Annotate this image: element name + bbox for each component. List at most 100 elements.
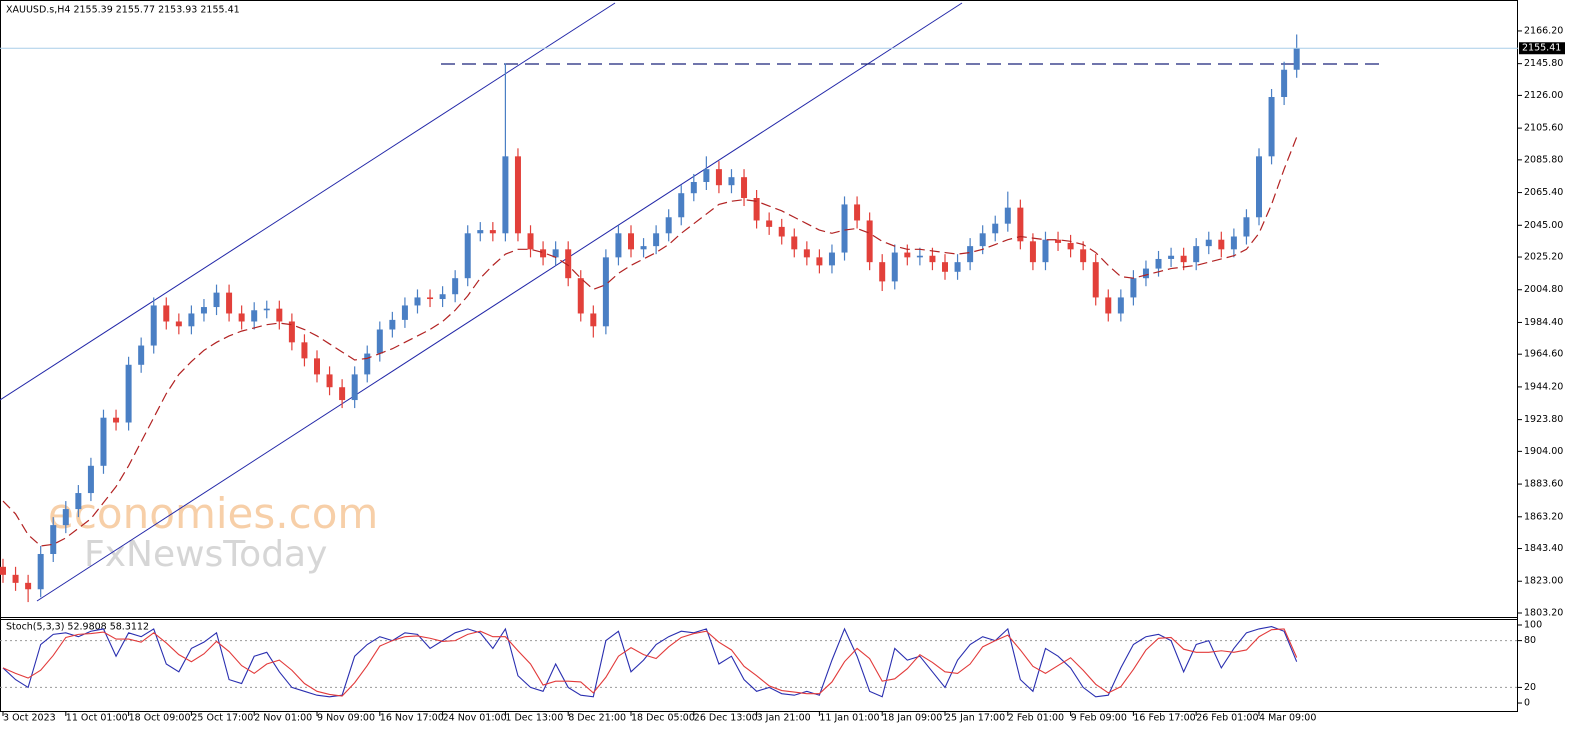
candle-body xyxy=(364,353,371,375)
candle-body xyxy=(263,308,270,311)
candle-body xyxy=(138,345,145,365)
y-tick-label: 1944.20 xyxy=(1524,381,1563,392)
candle-body xyxy=(1168,255,1175,259)
candle-body xyxy=(427,297,434,300)
x-tick-label: 11 Oct 01:00 xyxy=(66,713,128,724)
candle-body xyxy=(1004,207,1011,224)
candle-body xyxy=(125,364,132,423)
y-tick-label: 2065.40 xyxy=(1524,187,1563,198)
y-tick-label: 1984.40 xyxy=(1524,317,1563,328)
candle-body xyxy=(916,255,923,258)
candle-body xyxy=(1055,239,1062,243)
candle-body xyxy=(238,313,245,322)
candle-body xyxy=(615,233,622,258)
frame xyxy=(0,0,1518,712)
x-tick-label: 3 Oct 2023 xyxy=(3,713,56,724)
candle-body xyxy=(401,305,408,320)
candle-body xyxy=(628,233,634,250)
candle-body xyxy=(602,257,609,327)
candle-body xyxy=(929,255,936,263)
candle-body xyxy=(828,252,835,266)
y-tick-label: 2166.20 xyxy=(1524,25,1563,36)
candle-body xyxy=(753,198,760,221)
x-tick-label: 2 Nov 01:00 xyxy=(254,713,312,724)
y-tick-label: 2045.00 xyxy=(1524,220,1563,231)
candle-body xyxy=(703,169,710,182)
candle-body xyxy=(992,223,999,234)
candle-body xyxy=(678,193,685,218)
candle-body xyxy=(25,582,32,590)
candle-body xyxy=(200,307,207,314)
x-tick-label: 18 Oct 09:00 xyxy=(129,713,191,724)
candle-body xyxy=(351,374,358,401)
candle-body xyxy=(778,226,785,237)
candle-body xyxy=(1029,241,1036,263)
candle-body xyxy=(967,246,974,263)
y-tick-label: 1863.20 xyxy=(1524,511,1563,522)
candle-body xyxy=(489,230,496,234)
candle-body xyxy=(979,233,986,247)
candle-body xyxy=(113,417,120,423)
indicator-line xyxy=(2,628,1298,697)
chart-title: XAUUSD.s,H4 2155.39 2155.77 2153.93 2155… xyxy=(6,5,240,16)
y-tick-label: 1923.80 xyxy=(1524,414,1563,425)
candle-body xyxy=(1243,217,1250,237)
candle-body xyxy=(1117,297,1124,314)
candle-body xyxy=(741,177,748,199)
candle-body xyxy=(502,156,509,234)
candle-body xyxy=(1080,249,1087,263)
x-tick-label: 2 Feb 01:00 xyxy=(1008,713,1064,724)
x-tick-label: 9 Nov 09:00 xyxy=(317,713,375,724)
candle-body xyxy=(715,169,722,186)
candle-body xyxy=(1218,239,1225,250)
candle-body xyxy=(590,313,597,327)
candle-body xyxy=(87,465,94,494)
candle-body xyxy=(665,217,672,234)
candle-body xyxy=(1293,48,1300,70)
candle-body xyxy=(1017,207,1024,242)
candle-body xyxy=(1180,255,1187,263)
x-tick-label: 16 Nov 17:00 xyxy=(380,713,444,724)
indicator-line xyxy=(2,625,1298,698)
y-tick-label: 1823.00 xyxy=(1524,576,1563,587)
candle-body xyxy=(1092,262,1099,298)
x-tick-label: 3 Jan 21:00 xyxy=(757,713,811,724)
x-tick-label: 16 Feb 17:00 xyxy=(1133,713,1195,724)
x-tick-label: 25 Jan 17:00 xyxy=(945,713,1005,724)
candle-body xyxy=(728,177,735,186)
x-tick-label: 11 Jan 01:00 xyxy=(819,713,879,724)
y-tick-label: 100 xyxy=(1524,620,1542,631)
x-tick-label: 18 Dec 05:00 xyxy=(631,713,695,724)
candle-body xyxy=(50,525,57,554)
candle-body xyxy=(879,262,886,282)
candle-body xyxy=(1193,246,1200,263)
x-tick-label: 4 Mar 09:00 xyxy=(1259,713,1316,724)
candle-body xyxy=(942,262,948,272)
candle-body xyxy=(1256,156,1262,218)
candle-body xyxy=(1205,239,1212,247)
y-tick-label: 20 xyxy=(1524,682,1536,693)
watermark: economies.com xyxy=(48,489,378,538)
candle-body xyxy=(565,249,572,279)
x-tick-label: 26 Dec 13:00 xyxy=(694,713,758,724)
candle-body xyxy=(1230,236,1237,250)
y-tick-label: 0 xyxy=(1524,698,1530,709)
y-tick-label: 1883.60 xyxy=(1524,479,1563,490)
last-price-box xyxy=(1519,42,1565,55)
candle-body xyxy=(816,257,823,266)
candle-body xyxy=(690,181,697,194)
candle-body xyxy=(1142,268,1149,279)
candle-body xyxy=(1042,239,1049,263)
candle-body xyxy=(904,252,911,258)
candle-body xyxy=(766,220,773,227)
candle-body xyxy=(477,230,484,234)
candle-body xyxy=(1105,297,1112,314)
y-tick-label: 2145.80 xyxy=(1524,58,1563,69)
candle-body xyxy=(414,297,421,306)
y-tick-label: 2025.20 xyxy=(1524,252,1563,263)
candle-body xyxy=(954,262,961,272)
candle-body xyxy=(1067,242,1074,250)
candle-body xyxy=(1155,258,1162,269)
candle-body xyxy=(226,292,233,314)
